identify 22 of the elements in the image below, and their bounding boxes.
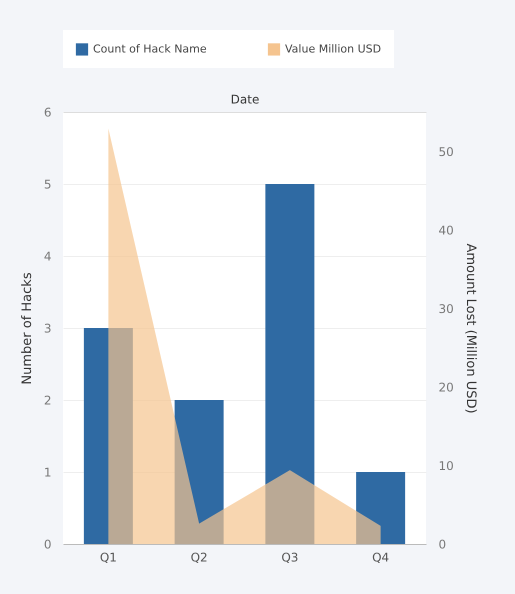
y-tick-label: 1: [44, 466, 52, 480]
y2-tick-label: 30: [438, 302, 454, 316]
x-tick-label: Q3: [281, 550, 298, 564]
y2-tick-label: 0: [438, 538, 446, 552]
x-tick-label: Q2: [190, 550, 208, 564]
x-tick-label: Q1: [100, 550, 117, 564]
y2-tick-label: 40: [438, 223, 454, 238]
legend-label: Value Million USD: [285, 42, 382, 56]
y-axis-title: Number of Hacks: [20, 272, 35, 385]
y-tick-label: 5: [44, 178, 52, 192]
y-tick-label: 4: [44, 250, 52, 264]
y2-axis-title: Amount Lost (Million USD): [462, 243, 478, 414]
y-tick-label: 6: [44, 106, 52, 120]
legend-label: Count of Hack Name: [93, 42, 207, 56]
y2-tick-label: 50: [438, 144, 454, 159]
x-axis-title: Date: [230, 92, 260, 106]
x-tick-label: Q4: [372, 550, 390, 564]
y-tick-label: 0: [44, 538, 52, 552]
y2-tick-label: 10: [438, 458, 454, 473]
y-tick-label: 2: [44, 394, 52, 408]
y-tick-label: 3: [44, 322, 52, 336]
y2-tick-label: 20: [438, 380, 454, 394]
